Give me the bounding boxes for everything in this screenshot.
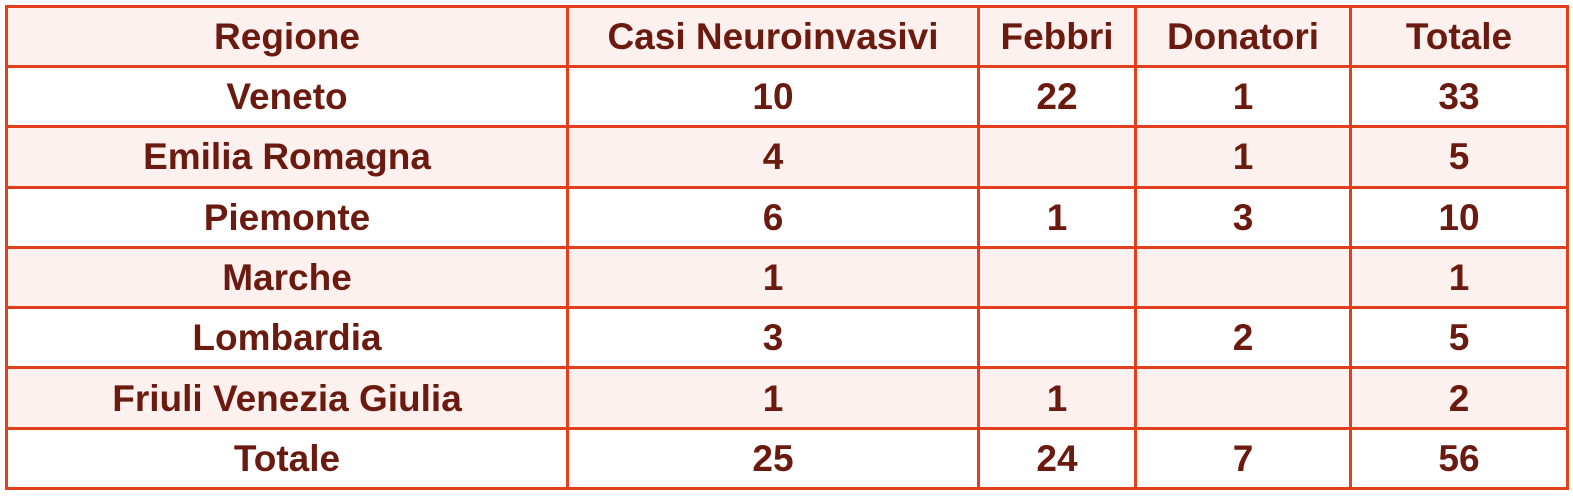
cell-region: Marche <box>5 245 569 310</box>
cell-casi-neuroinvasivi: 3 <box>566 306 980 370</box>
header-febbri: Febbri <box>977 5 1137 68</box>
cell-febbri: 1 <box>977 366 1137 430</box>
cell-febbri: 1 <box>977 185 1137 249</box>
cell-casi-neuroinvasivi: 1 <box>566 366 980 430</box>
header-donatori: Donatori <box>1134 5 1352 68</box>
cell-donatori <box>1134 245 1352 310</box>
cell-region: Lombardia <box>5 306 569 370</box>
cell-totale: 2 <box>1349 366 1569 430</box>
cell-totale: 5 <box>1349 125 1569 189</box>
header-row: Regione Casi Neuroinvasivi Febbri Donato… <box>5 5 1569 68</box>
cell-casi-neuroinvasivi: 10 <box>566 64 980 129</box>
totals-row: Totale 25 24 7 56 <box>5 426 1569 491</box>
header-regione: Regione <box>5 5 569 68</box>
header-casi-neuroinvasivi: Casi Neuroinvasivi <box>566 5 980 68</box>
cell-febbri <box>977 245 1137 310</box>
table-row: Marche 1 1 <box>5 245 1569 310</box>
table-row: Piemonte 6 1 3 10 <box>5 185 1569 249</box>
cell-febbri: 22 <box>977 64 1137 129</box>
cell-febbri <box>977 125 1137 189</box>
cell-febbri: 24 <box>977 426 1137 491</box>
cell-region: Piemonte <box>5 185 569 249</box>
cell-totale: 5 <box>1349 306 1569 370</box>
table-row: Emilia Romagna 4 1 5 <box>5 125 1569 189</box>
cell-donatori: 7 <box>1134 426 1352 491</box>
cell-region: Totale <box>5 426 569 491</box>
cell-totale: 1 <box>1349 245 1569 310</box>
cell-febbri <box>977 306 1137 370</box>
cell-region: Veneto <box>5 64 569 129</box>
cell-donatori <box>1134 366 1352 430</box>
cell-casi-neuroinvasivi: 1 <box>566 245 980 310</box>
cell-casi-neuroinvasivi: 25 <box>566 426 980 491</box>
cell-donatori: 1 <box>1134 64 1352 129</box>
header-totale: Totale <box>1349 5 1569 68</box>
cell-region: Friuli Venezia Giulia <box>5 366 569 430</box>
cell-casi-neuroinvasivi: 6 <box>566 185 980 249</box>
cell-donatori: 2 <box>1134 306 1352 370</box>
cell-totale: 33 <box>1349 64 1569 129</box>
cell-region: Emilia Romagna <box>5 125 569 189</box>
regional-cases-table: Regione Casi Neuroinvasivi Febbri Donato… <box>5 5 1569 491</box>
table-row: Lombardia 3 2 5 <box>5 306 1569 370</box>
cell-casi-neuroinvasivi: 4 <box>566 125 980 189</box>
cell-donatori: 1 <box>1134 125 1352 189</box>
cell-totale: 10 <box>1349 185 1569 249</box>
cell-donatori: 3 <box>1134 185 1352 249</box>
cell-totale: 56 <box>1349 426 1569 491</box>
table-row: Friuli Venezia Giulia 1 1 2 <box>5 366 1569 430</box>
table-row: Veneto 10 22 1 33 <box>5 64 1569 129</box>
